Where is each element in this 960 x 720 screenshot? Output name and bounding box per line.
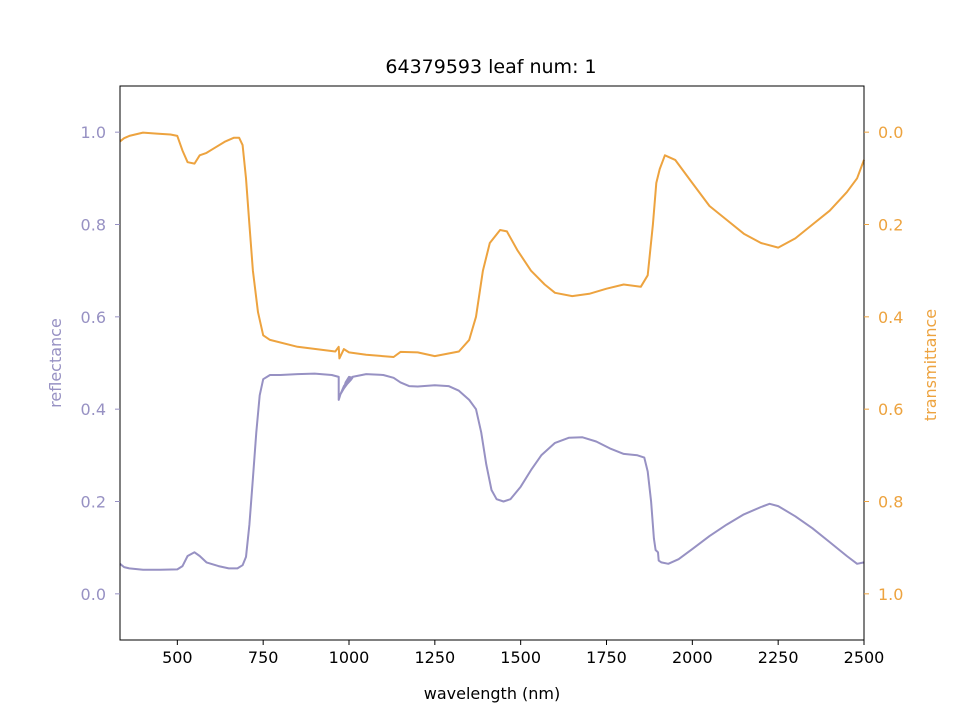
y-left-tick-label: 0.0 (81, 585, 106, 604)
y-axis-right: 0.0 0.2 0.4 0.6 0.8 1.0 (864, 123, 903, 604)
x-axis: 500 750 1000 1250 1500 1750 2000 2250 2500 (162, 640, 884, 667)
y-left-tick-label: 0.4 (81, 400, 106, 419)
x-tick-label: 2250 (758, 648, 799, 667)
x-tick-label: 1250 (414, 648, 455, 667)
plot-area (119, 131, 865, 571)
y-right-tick-label: 0.8 (878, 493, 903, 512)
y-right-tick-label: 0.4 (878, 308, 903, 327)
x-tick-label: 1500 (500, 648, 541, 667)
y-right-tick-label: 0.6 (878, 400, 903, 419)
x-axis-label: wavelength (nm) (424, 684, 561, 703)
y-right-tick-label: 1.0 (878, 585, 903, 604)
x-tick-label: 1000 (329, 648, 370, 667)
x-tick-label: 2500 (844, 648, 885, 667)
y-left-tick-label: 0.2 (81, 493, 106, 512)
y-left-tick-label: 1.0 (81, 123, 106, 142)
y-left-tick-label: 0.8 (81, 216, 106, 235)
x-tick-label: 2000 (672, 648, 713, 667)
y-axis-left-label: reflectance (46, 318, 65, 408)
y-left-tick-label: 0.6 (81, 308, 106, 327)
reflectance-series-line (119, 372, 865, 571)
x-tick-label: 1750 (586, 648, 627, 667)
chart-title: 64379593 leaf num: 1 (385, 56, 596, 78)
x-tick-label: 500 (162, 648, 193, 667)
y-axis-right-label: transmittance (921, 309, 940, 421)
y-right-tick-label: 0.2 (878, 216, 903, 235)
y-right-tick-label: 0.0 (878, 123, 903, 142)
x-tick-label: 750 (248, 648, 279, 667)
plot-frame (119, 85, 865, 641)
transmittance-series-line (119, 131, 865, 360)
y-axis-left: 0.0 0.2 0.4 0.6 0.8 1.0 (81, 123, 120, 604)
